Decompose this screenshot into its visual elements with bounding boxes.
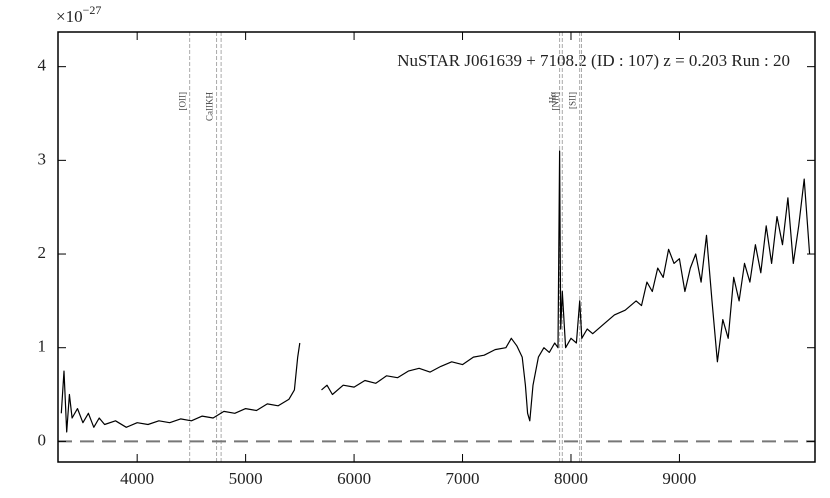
chart-title: NuSTAR J061639 + 7108.2 (ID : 107) z = 0… xyxy=(397,51,790,70)
annotation-label: [SII] xyxy=(568,92,578,109)
multiplier-exponent: −27 xyxy=(83,3,102,17)
y-multiplier: ×10−27 xyxy=(56,3,101,26)
y-tick-label: 3 xyxy=(38,149,47,168)
spectrum-line xyxy=(60,150,811,433)
annotation-label: [NII] xyxy=(550,92,560,111)
annotation-label: Hα xyxy=(548,92,558,103)
x-tick-label: 7000 xyxy=(446,469,480,488)
x-tick-label: 9000 xyxy=(662,469,696,488)
annotation-label: CaIIKH xyxy=(205,92,215,121)
y-tick-label: 2 xyxy=(38,243,47,262)
y-tick-label: 4 xyxy=(38,56,47,75)
x-tick-label: 6000 xyxy=(337,469,371,488)
x-tick-label: 8000 xyxy=(554,469,588,488)
plot-frame xyxy=(57,31,816,463)
x-tick-label: 4000 xyxy=(120,469,154,488)
annotation-label: [OII] xyxy=(178,92,188,111)
y-tick-label: 0 xyxy=(38,430,47,449)
x-tick-label: 5000 xyxy=(229,469,263,488)
y-tick-label: 1 xyxy=(38,337,47,356)
multiplier-base: ×10 xyxy=(56,7,83,26)
